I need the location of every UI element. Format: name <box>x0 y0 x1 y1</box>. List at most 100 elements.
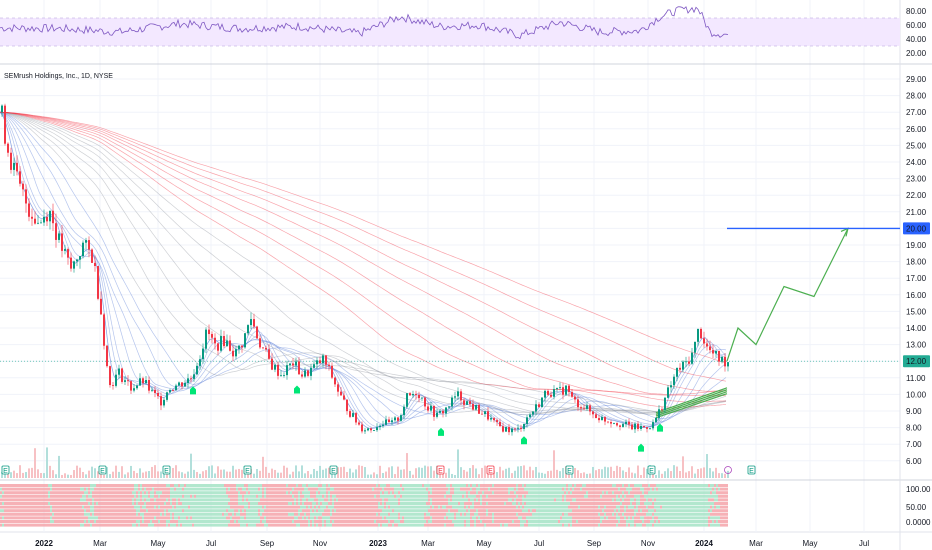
oscillator-cell <box>438 494 440 498</box>
oscillator-cell <box>302 509 304 513</box>
oscillator-cell <box>38 509 40 513</box>
candle-body <box>577 399 579 408</box>
oscillator-cell <box>632 502 634 505</box>
oscillator-cell <box>488 502 490 505</box>
oscillator-cell <box>626 494 628 498</box>
oscillator-cell <box>312 512 314 516</box>
oscillator-cell <box>304 502 306 505</box>
oscillator-cell <box>160 487 162 491</box>
candle-body <box>415 393 417 395</box>
oscillator-cell <box>256 487 258 491</box>
oscillator-cell <box>0 509 2 513</box>
oscillator-cell <box>470 505 472 509</box>
candle-body <box>622 424 624 427</box>
oscillator-cell <box>74 502 76 505</box>
oscillator-cell <box>180 516 182 520</box>
oscillator-cell <box>142 494 144 498</box>
oscillator-cell <box>382 484 384 487</box>
oscillator-cell <box>444 512 446 516</box>
oscillator-cell <box>460 509 462 513</box>
oscillator-cell <box>180 487 182 491</box>
oscillator-cell <box>726 491 728 495</box>
oscillator-cell <box>412 498 414 502</box>
candle-body <box>712 350 714 354</box>
oscillator-cell <box>716 487 718 491</box>
oscillator-cell <box>184 487 186 491</box>
oscillator-cell <box>194 523 196 527</box>
oscillator-cell <box>64 484 66 487</box>
oscillator-cell <box>8 491 10 495</box>
oscillator-cell <box>560 494 562 498</box>
oscillator-cell <box>258 484 260 487</box>
oscillator-cell <box>462 512 464 516</box>
oscillator-cell <box>656 494 658 498</box>
oscillator-cell <box>446 512 448 516</box>
oscillator-cell <box>168 512 170 516</box>
oscillator-cell <box>616 491 618 495</box>
oscillator-cell <box>266 512 268 516</box>
oscillator-cell <box>218 512 220 516</box>
oscillator-cell <box>170 484 172 487</box>
oscillator-cell <box>300 509 302 513</box>
oscillator-cell <box>224 491 226 495</box>
oscillator-cell <box>532 487 534 491</box>
oscillator-cell <box>416 494 418 498</box>
oscillator-cell <box>288 520 290 523</box>
oscillator-cell <box>474 509 476 513</box>
earnings-marker-label: E <box>488 468 493 475</box>
oscillator-cell <box>228 520 230 523</box>
oscillator-cell <box>298 487 300 491</box>
oscillator-cell <box>700 498 702 502</box>
oscillator-cell <box>428 516 430 520</box>
oscillator-cell <box>598 487 600 491</box>
oscillator-cell <box>484 484 486 487</box>
oscillator-cell <box>14 491 16 495</box>
oscillator-cell <box>560 484 562 487</box>
volume-bar <box>460 467 462 478</box>
volume-bar <box>688 471 690 478</box>
volume-bar <box>337 467 339 478</box>
oscillator-cell <box>254 516 256 520</box>
oscillator-cell <box>648 502 650 505</box>
oscillator-cell <box>346 516 348 520</box>
oscillator-cell <box>182 484 184 487</box>
oscillator-cell <box>260 509 262 513</box>
oscillator-cell <box>236 484 238 487</box>
volume-bar <box>214 473 216 478</box>
oscillator-cell <box>402 502 404 505</box>
oscillator-cell <box>726 484 728 487</box>
oscillator-cell <box>208 502 210 505</box>
oscillator-cell <box>88 494 90 498</box>
oscillator-cell <box>382 520 384 523</box>
oscillator-cell <box>126 487 128 491</box>
candle-body <box>580 407 582 409</box>
oscillator-cell <box>196 502 198 505</box>
oscillator-cell <box>292 484 294 487</box>
oscillator-cell <box>274 520 276 523</box>
oscillator-cell <box>290 484 292 487</box>
oscillator-cell <box>596 516 598 520</box>
oscillator-cell <box>396 498 398 502</box>
oscillator-cell <box>584 502 586 505</box>
oscillator-cell <box>106 505 108 509</box>
oscillator-cell <box>78 520 80 523</box>
oscillator-cell <box>484 509 486 513</box>
volume-bar <box>394 474 396 478</box>
oscillator-cell <box>336 494 338 498</box>
oscillator-cell <box>254 502 256 505</box>
oscillator-cell <box>44 487 46 491</box>
oscillator-cell <box>640 491 642 495</box>
oscillator-cell <box>704 498 706 502</box>
oscillator-cell <box>644 494 646 498</box>
oscillator-cell <box>516 512 518 516</box>
oscillator-cell <box>110 509 112 513</box>
oscillator-cell <box>168 505 170 509</box>
oscillator-cell <box>352 505 354 509</box>
oscillator-cell <box>414 509 416 513</box>
oscillator-cell <box>334 512 336 516</box>
oscillator-cell <box>238 505 240 509</box>
oscillator-cell <box>642 516 644 520</box>
oscillator-cell <box>216 516 218 520</box>
oscillator-cell <box>516 484 518 487</box>
